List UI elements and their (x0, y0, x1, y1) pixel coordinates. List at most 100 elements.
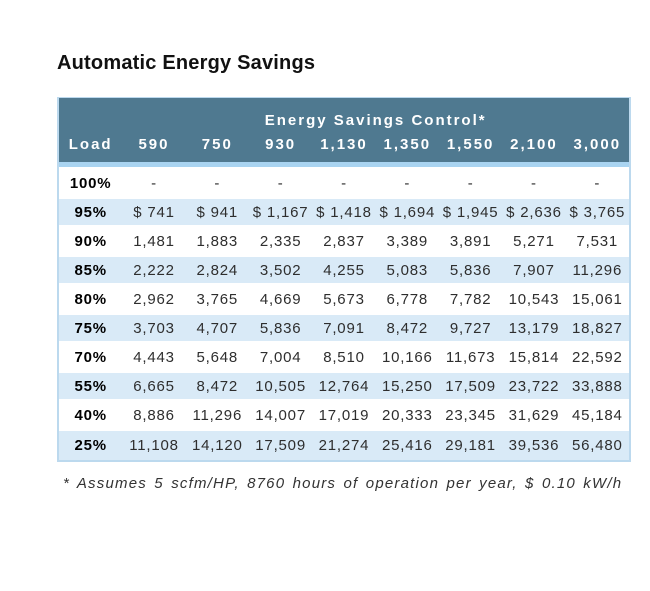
value-cell: $ 1,167 (248, 199, 313, 228)
column-header-1130: 1,130 (312, 134, 376, 162)
value-cell: 3,389 (375, 228, 439, 257)
value-cell: 33,888 (565, 373, 629, 402)
value-cell: - (122, 170, 186, 199)
column-header-1550: 1,550 (438, 134, 503, 162)
value-cell: 8,886 (122, 402, 186, 431)
value-cell: - (375, 170, 439, 199)
load-cell: 55% (59, 373, 123, 402)
value-cell: 4,443 (122, 344, 186, 373)
value-cell: $ 2,636 (502, 199, 566, 228)
value-cell: 13,179 (502, 315, 566, 344)
value-cell: - (312, 170, 376, 199)
value-cell: 7,907 (502, 257, 566, 286)
load-cell: 90% (59, 228, 123, 257)
value-cell: 10,505 (248, 373, 313, 402)
column-header-2100: 2,100 (502, 134, 566, 162)
load-cell: 75% (59, 315, 123, 344)
value-cell: 11,673 (438, 344, 503, 373)
column-header-930: 930 (248, 134, 313, 162)
value-cell: 2,837 (312, 228, 376, 257)
value-cell: $ 741 (122, 199, 186, 228)
value-cell: 10,543 (502, 286, 566, 315)
table-row: 40% 8,886 11,296 14,007 17,019 20,333 23,345 31… (59, 402, 629, 431)
value-cell: 7,091 (312, 315, 376, 344)
value-cell: $ 1,694 (375, 199, 439, 228)
value-cell: 3,703 (122, 315, 186, 344)
footnote: * Assumes 5 scfm/HP, 8760 hours of opera… (63, 475, 623, 492)
value-cell: 5,083 (375, 257, 439, 286)
value-cell: 1,481 (122, 228, 186, 257)
value-cell: 17,509 (248, 431, 313, 460)
value-cell: 5,836 (248, 315, 313, 344)
value-cell: - (565, 170, 629, 199)
value-cell: 4,255 (312, 257, 376, 286)
column-header-750: 750 (185, 134, 249, 162)
value-cell: 10,166 (375, 344, 439, 373)
table-row: 95% $ 741 $ 941 $ 1,167 $ 1,418 $ 1,694 $ 1,94… (59, 199, 629, 228)
value-cell: 14,120 (185, 431, 249, 460)
value-cell: 17,019 (312, 402, 376, 431)
table-body: 100% - - - - - - - -95% $ 741 $ 941 $ 1,167 $ 1,418 $… (59, 162, 629, 460)
value-cell: 29,181 (438, 431, 503, 460)
value-cell: 7,004 (248, 344, 313, 373)
value-cell: 2,335 (248, 228, 313, 257)
value-cell: 8,472 (375, 315, 439, 344)
value-cell: 39,536 (502, 431, 566, 460)
group-header-row: Energy Savings Control* (59, 98, 629, 134)
value-cell: 20,333 (375, 402, 439, 431)
page-title: Automatic Energy Savings (57, 52, 316, 74)
value-cell: 7,782 (438, 286, 503, 315)
value-cell: - (185, 170, 249, 199)
value-cell: 5,673 (312, 286, 376, 315)
load-cell: 80% (59, 286, 123, 315)
value-cell: 2,824 (185, 257, 249, 286)
value-cell: 5,648 (185, 344, 249, 373)
energy-savings-table: Energy Savings Control* Load 590 750 930… (57, 97, 631, 462)
value-cell: 25,416 (375, 431, 439, 460)
value-cell: 23,722 (502, 373, 566, 402)
table-header: Energy Savings Control* Load 590 750 930… (59, 98, 629, 162)
divider-strip-cell (59, 162, 629, 170)
value-cell: 12,764 (312, 373, 376, 402)
value-cell: 3,765 (185, 286, 249, 315)
value-cell: 4,669 (248, 286, 313, 315)
value-cell: $ 941 (185, 199, 249, 228)
load-cell: 70% (59, 344, 123, 373)
column-header-row: Load 590 750 930 1,130 1,350 1,550 2,100… (59, 134, 629, 162)
column-header-3000: 3,000 (565, 134, 629, 162)
value-cell: 8,510 (312, 344, 376, 373)
load-cell: 95% (59, 199, 123, 228)
value-cell: 45,184 (565, 402, 629, 431)
value-cell: 31,629 (502, 402, 566, 431)
value-cell: 3,891 (438, 228, 503, 257)
value-cell: - (438, 170, 503, 199)
value-cell: 18,827 (565, 315, 629, 344)
value-cell: 2,222 (122, 257, 186, 286)
table-row: 75% 3,703 4,707 5,836 7,091 8,472 9,727 13,179 1… (59, 315, 629, 344)
value-cell: 22,592 (565, 344, 629, 373)
load-cell: 40% (59, 402, 123, 431)
value-cell: 14,007 (248, 402, 313, 431)
group-header-spacer (59, 98, 123, 134)
value-cell: 11,296 (185, 402, 249, 431)
table-row: 90% 1,481 1,883 2,335 2,837 3,389 3,891 5,271 7,… (59, 228, 629, 257)
table-row: 100% - - - - - - - - (59, 170, 629, 199)
value-cell: 9,727 (438, 315, 503, 344)
divider-strip (59, 162, 629, 170)
value-cell: 5,271 (502, 228, 566, 257)
value-cell: $ 1,945 (438, 199, 503, 228)
page: Automatic Energy Savings Energy Savings … (57, 52, 631, 492)
value-cell: 6,778 (375, 286, 439, 315)
value-cell: 6,665 (122, 373, 186, 402)
column-header-1350: 1,350 (375, 134, 439, 162)
group-header-label: Energy Savings Control* (122, 98, 629, 134)
table-row: 25% 11,108 14,120 17,509 21,274 25,416 29,181 3… (59, 431, 629, 460)
column-header-590: 590 (122, 134, 186, 162)
table-row: 80% 2,962 3,765 4,669 5,673 6,778 7,782 10,543 1… (59, 286, 629, 315)
value-cell: 7,531 (565, 228, 629, 257)
load-cell: 100% (59, 170, 123, 199)
value-cell: 17,509 (438, 373, 503, 402)
value-cell: 3,502 (248, 257, 313, 286)
value-cell: 4,707 (185, 315, 249, 344)
value-cell: - (248, 170, 313, 199)
